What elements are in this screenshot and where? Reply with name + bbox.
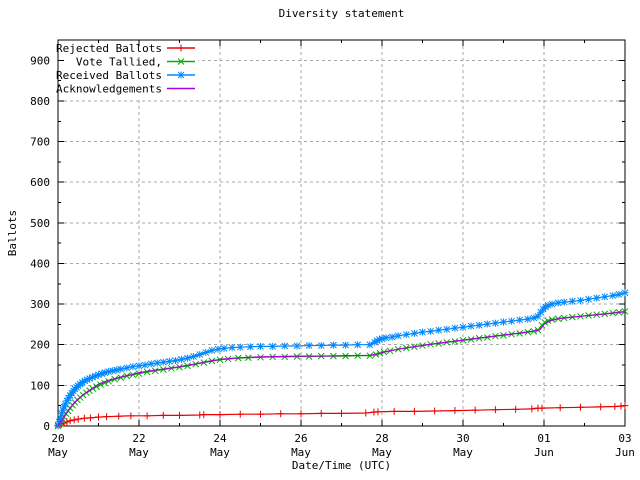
y-tick-label: 600 <box>30 176 50 189</box>
svg-text:Jun: Jun <box>534 446 554 459</box>
legend-item-acknowledgements: Acknowledgements <box>56 83 195 96</box>
svg-text:May: May <box>129 446 149 459</box>
tick-labels: 010020030040050060070080090020May22May24… <box>30 54 635 459</box>
series-acknowledgements <box>57 311 626 427</box>
svg-text:May: May <box>48 446 68 459</box>
series-received-ballots <box>54 289 629 429</box>
y-tick-label: 0 <box>43 420 50 433</box>
series-markers <box>54 289 629 429</box>
svg-text:May: May <box>210 446 230 459</box>
chart-title: Diversity statement <box>278 7 405 20</box>
y-tick-label: 700 <box>30 136 50 149</box>
svg-text:Jun: Jun <box>615 446 635 459</box>
legend-label: Vote Tallied, <box>76 56 162 69</box>
series-markers <box>54 402 629 430</box>
axes-and-ticks <box>57 39 626 427</box>
y-tick-label: 500 <box>30 217 50 230</box>
svg-text:26: 26 <box>294 432 307 445</box>
y-axis-label: Ballots <box>6 209 19 257</box>
legend-label: Received Ballots <box>56 69 162 82</box>
data-series <box>54 289 629 430</box>
legend-item-vote-tallied: Vote Tallied, <box>76 56 195 69</box>
svg-text:May: May <box>372 446 392 459</box>
svg-text:May: May <box>291 446 311 459</box>
svg-text:24: 24 <box>213 432 227 445</box>
x-axis-label: Date/Time (UTC) <box>291 459 392 472</box>
svg-text:28: 28 <box>375 432 388 445</box>
series-line <box>57 311 626 427</box>
y-tick-label: 300 <box>30 298 50 311</box>
y-tick-label: 800 <box>30 95 50 108</box>
svg-text:01: 01 <box>537 432 550 445</box>
svg-text:May: May <box>453 446 473 459</box>
y-tick-label: 200 <box>30 339 50 352</box>
series-rejected-ballots <box>54 402 629 430</box>
y-tick-label: 400 <box>30 257 50 270</box>
svg-text:22: 22 <box>132 432 145 445</box>
svg-text:03: 03 <box>618 432 631 445</box>
legend-label: Rejected Ballots <box>56 42 162 55</box>
y-tick-label: 100 <box>30 379 50 392</box>
legend-label: Acknowledgements <box>56 83 162 96</box>
y-tick-label: 900 <box>30 54 50 67</box>
legend-item-rejected-ballots: Rejected Ballots <box>56 42 195 55</box>
legend-item-received-ballots: Received Ballots <box>56 69 195 82</box>
svg-text:30: 30 <box>456 432 469 445</box>
svg-text:20: 20 <box>51 432 64 445</box>
